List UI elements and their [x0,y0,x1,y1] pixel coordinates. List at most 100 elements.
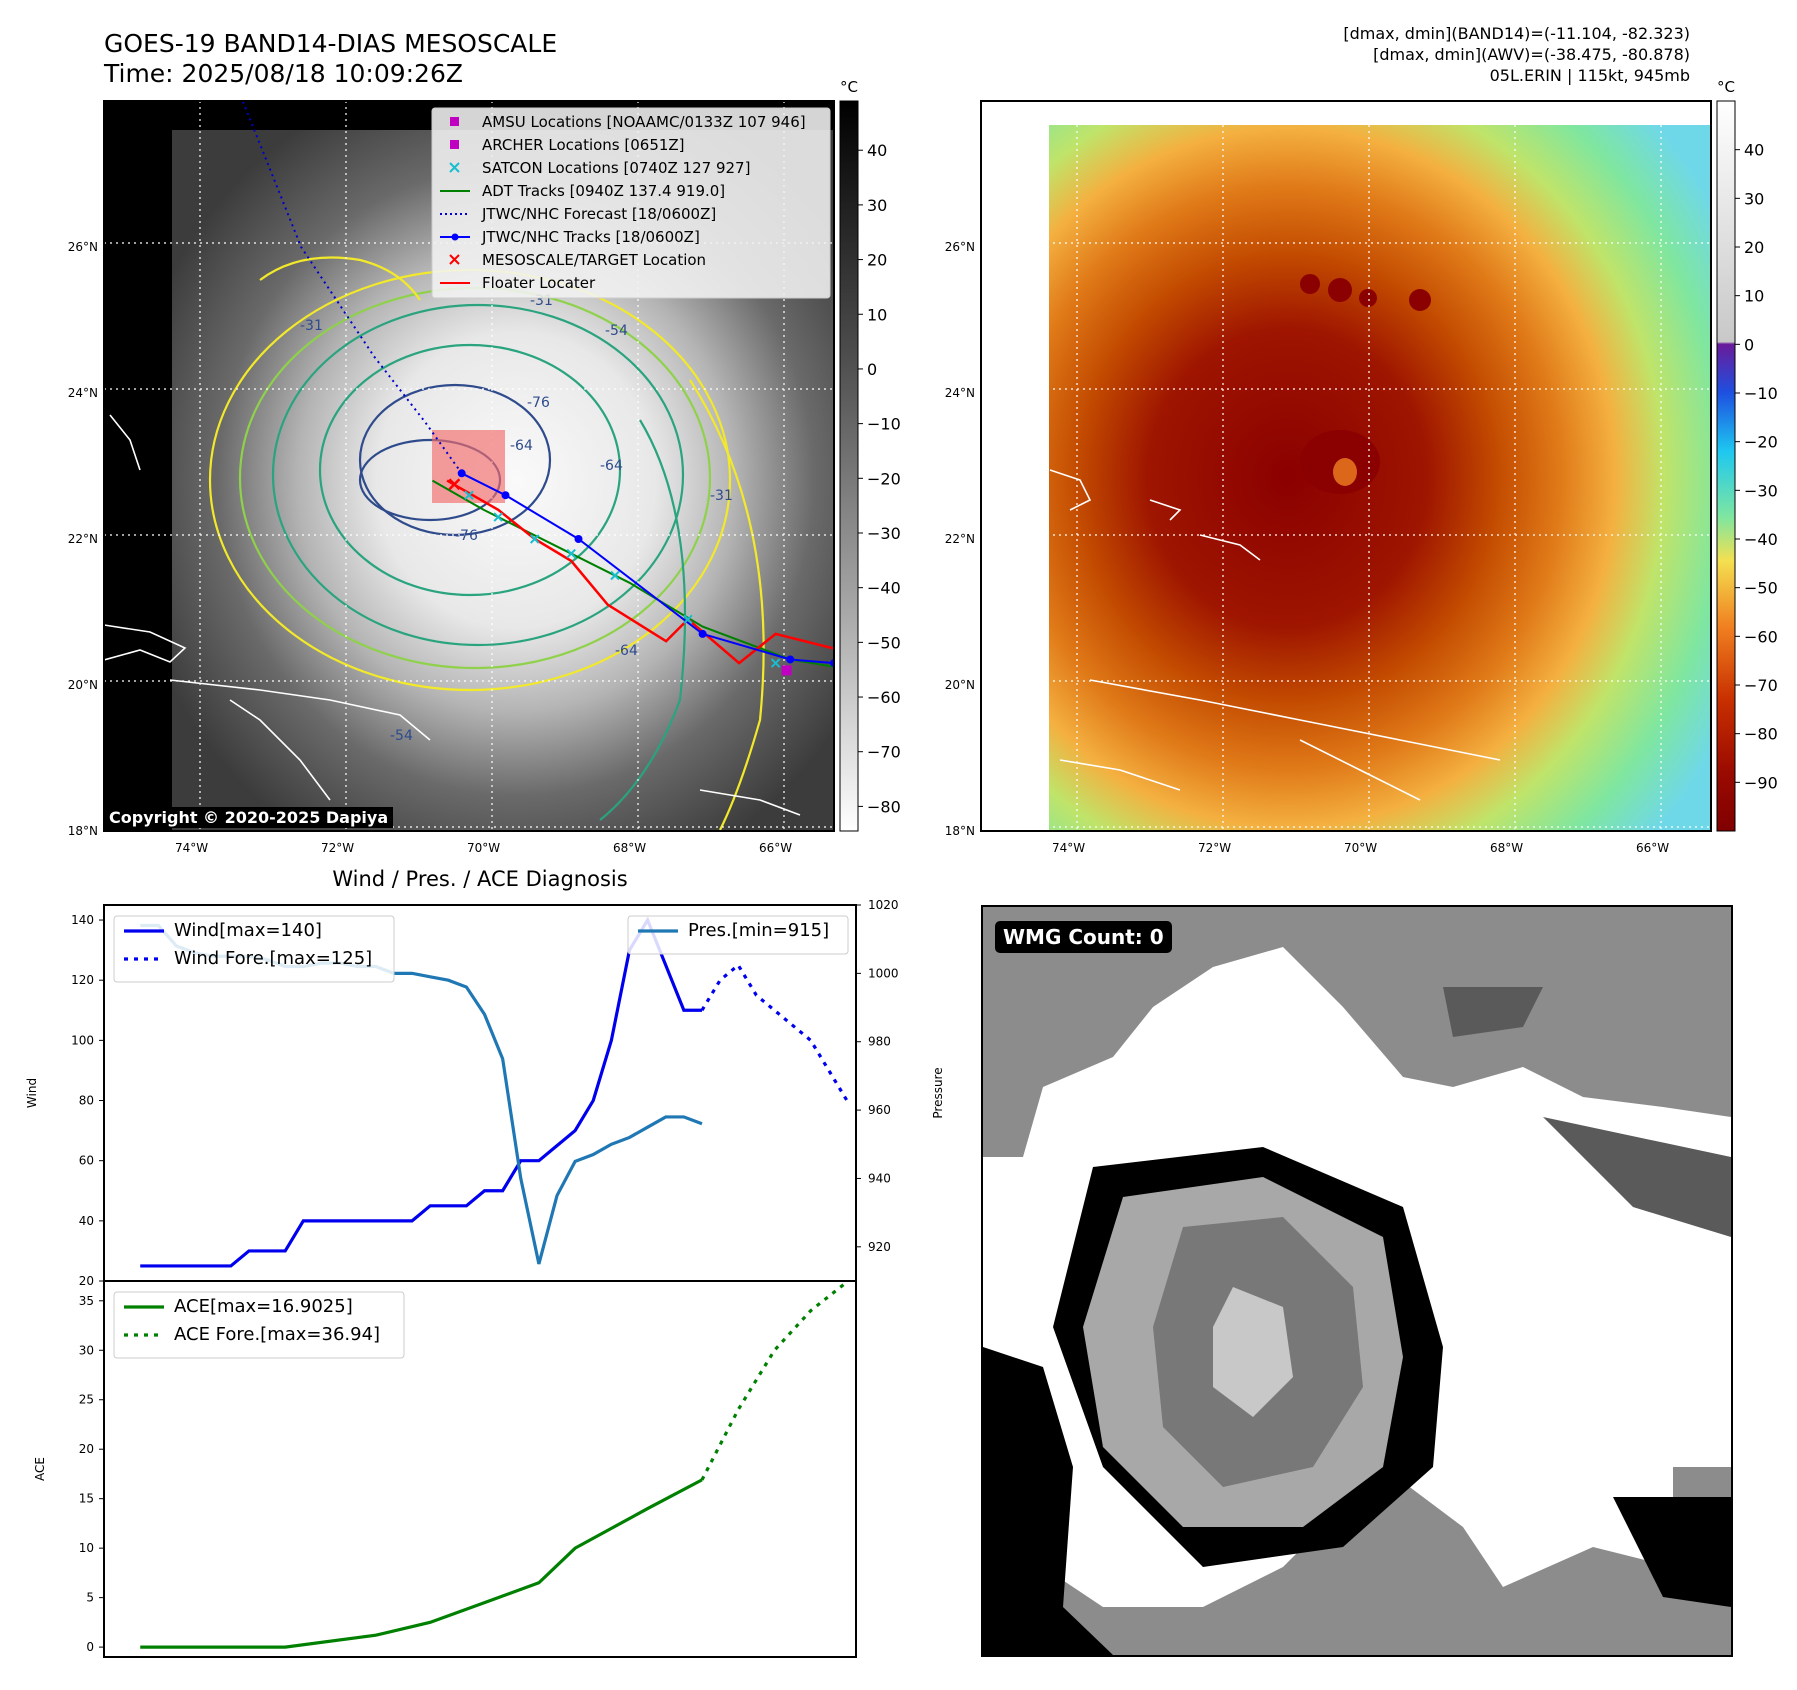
satcon-marker [529,534,540,544]
legend-label: Wind[max=140] [174,920,322,941]
heat-gridlines [981,101,1711,831]
lon-tick-label: 72°W [321,841,354,855]
satcon-marker [610,570,620,581]
legend-label: JTWC/NHC Tracks [18/0600Z] [481,228,700,246]
lat-tick-label: 26°N [945,240,975,254]
legend-dot-icon [451,233,459,241]
legend-label: Pres.[min=915] [688,920,829,941]
floater-track [446,479,834,665]
jtwc-track-point [457,469,466,478]
target-marker [448,478,461,491]
contour-label: -76 [455,528,478,544]
pressure-tick-label: 960 [868,1103,891,1117]
ace-tick-label: 25 [79,1393,94,1407]
legend-label: ARCHER Locations [0651Z] [482,136,685,154]
wind-tick-label: 100 [71,1033,94,1047]
lon-tick-label: 70°W [1344,841,1377,855]
colorbar-tick-label: 10 [867,305,887,324]
wind-tick-label: 140 [71,913,94,927]
chart-title: GOES-19 BAND14-DIAS MESOSCALE [104,29,558,58]
ace-tick-label: 5 [86,1591,94,1605]
contour-label: -31 [710,488,733,504]
colorbar-tick-label: −40 [867,579,901,598]
colorbar-tick-label: −80 [867,797,901,816]
colorbar-left [839,100,859,832]
legend-x-icon [449,162,460,173]
ace-series-line [700,1280,848,1481]
lon-tick-label: 70°W [467,841,500,855]
lon-tick-label: 68°W [613,841,646,855]
colorbar-tick-label: −80 [1744,725,1778,744]
contour-label: -64 [600,458,623,474]
map-legend [431,107,831,299]
colorbar-tick-label: 40 [867,141,887,160]
amsu-marker [781,665,792,676]
colorbar-tick-label: −20 [1744,433,1778,452]
ace-axis-label: ACE [33,1457,47,1481]
ace-tick-label: 0 [86,1640,94,1654]
colorbar-right-unit: °C [1717,78,1735,96]
pressure-tick-label: 1020 [868,898,899,912]
legend-label: Wind Fore.[max=125] [174,948,372,969]
satcon-marker [464,490,474,500]
legend-label: MESOSCALE/TARGET Location [482,251,706,269]
colorbar-tick-label: −70 [1744,676,1778,695]
colorbar-tick-label: −20 [867,469,901,488]
pressure-tick-label: 920 [868,1240,891,1254]
satcon-marker [683,614,693,625]
legend-item: Floater Locater [440,274,596,292]
lat-tick-label: 18°N [68,824,98,838]
colorbar-tick-label: 20 [1744,238,1764,257]
pressure-tick-label: 940 [868,1171,891,1185]
ace-tick-label: 10 [79,1541,94,1555]
colorbar-tick-label: 30 [867,196,887,215]
legend-label: ACE Fore.[max=36.94] [174,1324,380,1345]
chart-time: Time: 2025/08/18 10:09:26Z [104,59,463,88]
lon-tick-label: 66°W [1636,841,1669,855]
colorbar-tick-label: −60 [1744,627,1778,646]
colorbar-tick-label: −60 [867,688,901,707]
wmg-count-badge: WMG Count: 0 [995,921,1172,953]
contour-label: -64 [510,438,533,454]
wmg-panel: WMG Count: 0 [981,905,1733,1657]
diagnosis-legend [627,915,849,955]
pressure-axis-label: Pressure [931,1067,945,1118]
wind-axis-label: Wind [25,1078,39,1108]
lat-tick-label: 20°N [945,678,975,692]
jtwc-track-point [786,655,795,664]
legend-item: AMSU Locations [NOAAMC/0133Z 107 946] [450,113,806,131]
legend-square-icon [450,117,459,126]
lat-tick-label: 22°N [68,532,98,546]
pressure-tick-label: 980 [868,1035,891,1049]
ace-series-line [140,1478,703,1649]
lat-tick-label: 24°N [945,386,975,400]
pressure-tick-label: 1000 [868,966,899,980]
colorbar-left-unit: °C [840,78,858,96]
colorbar-tick-label: −50 [1744,579,1778,598]
colorbar-tick-label: 20 [867,251,887,270]
jtwc-track-point [698,629,707,638]
lon-tick-label: 74°W [175,841,208,855]
ace-tick-label: 15 [79,1492,94,1506]
wind-pressure-series-line [140,916,702,1268]
lat-tick-label: 20°N [68,678,98,692]
colorbar-right [1716,100,1736,832]
contour-label: -76 [527,395,550,411]
ace-tick-label: 30 [79,1343,94,1357]
ace-tick-label: 20 [79,1442,94,1456]
wind-tick-label: 80 [79,1094,94,1108]
ace-tick-label: 35 [79,1294,94,1308]
colorbar-tick-label: −50 [867,633,901,652]
ir-map-panel: -76-76-64-64-64-54-54-31-31-31 AMSU Loca… [68,78,1778,855]
colorbar-tick-label: 0 [1744,335,1754,354]
wind-tick-label: 120 [71,973,94,987]
jtwc-track-point [501,491,510,500]
wind-tick-label: 20 [79,1274,94,1288]
storm-info: 05L.ERIN | 115kt, 945mb [1489,66,1690,85]
diagnosis-panel: Wind / Pres. / ACE Diagnosis 20406080100… [25,867,945,1658]
colorbar-tick-label: 0 [867,360,877,379]
jtwc-track [461,472,834,665]
lat-tick-label: 18°N [945,824,975,838]
wind-tick-label: 40 [79,1214,94,1228]
legend-square-icon [450,140,459,149]
